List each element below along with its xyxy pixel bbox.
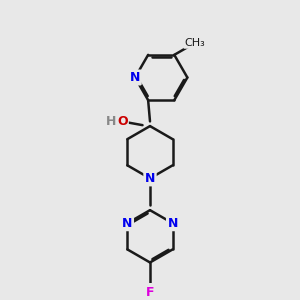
Text: F: F xyxy=(146,286,154,299)
Text: O: O xyxy=(118,115,128,128)
Text: H: H xyxy=(106,115,116,128)
Text: N: N xyxy=(167,217,178,230)
Text: N: N xyxy=(122,217,133,230)
Text: N: N xyxy=(145,172,155,185)
Text: CH₃: CH₃ xyxy=(184,38,205,48)
Text: N: N xyxy=(130,71,140,84)
